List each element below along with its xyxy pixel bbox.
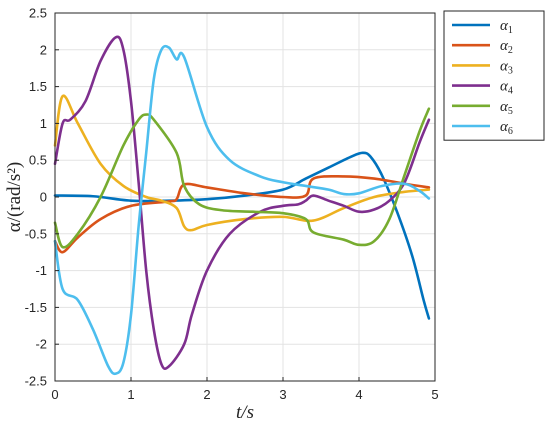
legend-label-5: α5 [500, 99, 513, 117]
series-line-6 [53, 44, 431, 376]
y-tick-label: 2.5 [29, 6, 47, 21]
y-tick-label: 1 [40, 116, 47, 131]
axis-ticks: 0 1 2 3 4 5 2.5 2 1.5 1 0.5 0 -0.5 -1 -1.5 -2 -2.5 [25, 6, 439, 403]
y-tick-label: -1.5 [25, 300, 47, 315]
series-lines [53, 35, 431, 376]
series-line-5 [53, 107, 431, 249]
legend-label-6: α6 [500, 119, 513, 137]
x-tick-label: 2 [203, 387, 210, 402]
x-tick-label: 4 [355, 387, 362, 402]
x-tick-label: 1 [127, 387, 134, 402]
legend-label-4: α4 [500, 79, 513, 97]
y-tick-label: 0.5 [29, 153, 47, 168]
legend: α1 α2 α3 α4 α5 α6 [443, 10, 545, 141]
y-tick-label: 0 [40, 190, 47, 205]
legend-label-2: α2 [500, 38, 513, 56]
y-tick-label: -2.5 [25, 374, 47, 389]
y-tick-label: -1 [35, 263, 47, 278]
legend-box [443, 10, 545, 141]
y-axis-label: α/(rad/s²) [4, 162, 25, 233]
x-tick-label: 5 [431, 387, 438, 402]
grid [54, 12, 436, 382]
legend-label-1: α1 [500, 18, 513, 36]
y-tick-label: 1.5 [29, 79, 47, 94]
y-tick-label: -0.5 [25, 226, 47, 241]
series-line-2 [53, 174, 431, 254]
x-tick-label: 3 [279, 387, 286, 402]
x-axis-label: t/s [236, 402, 254, 422]
x-tick-label: 0 [51, 387, 58, 402]
series-line-4 [53, 35, 431, 371]
legend-label-3: α3 [500, 58, 513, 76]
y-tick-label: -2 [35, 337, 47, 352]
y-tick-label: 2 [40, 42, 47, 57]
